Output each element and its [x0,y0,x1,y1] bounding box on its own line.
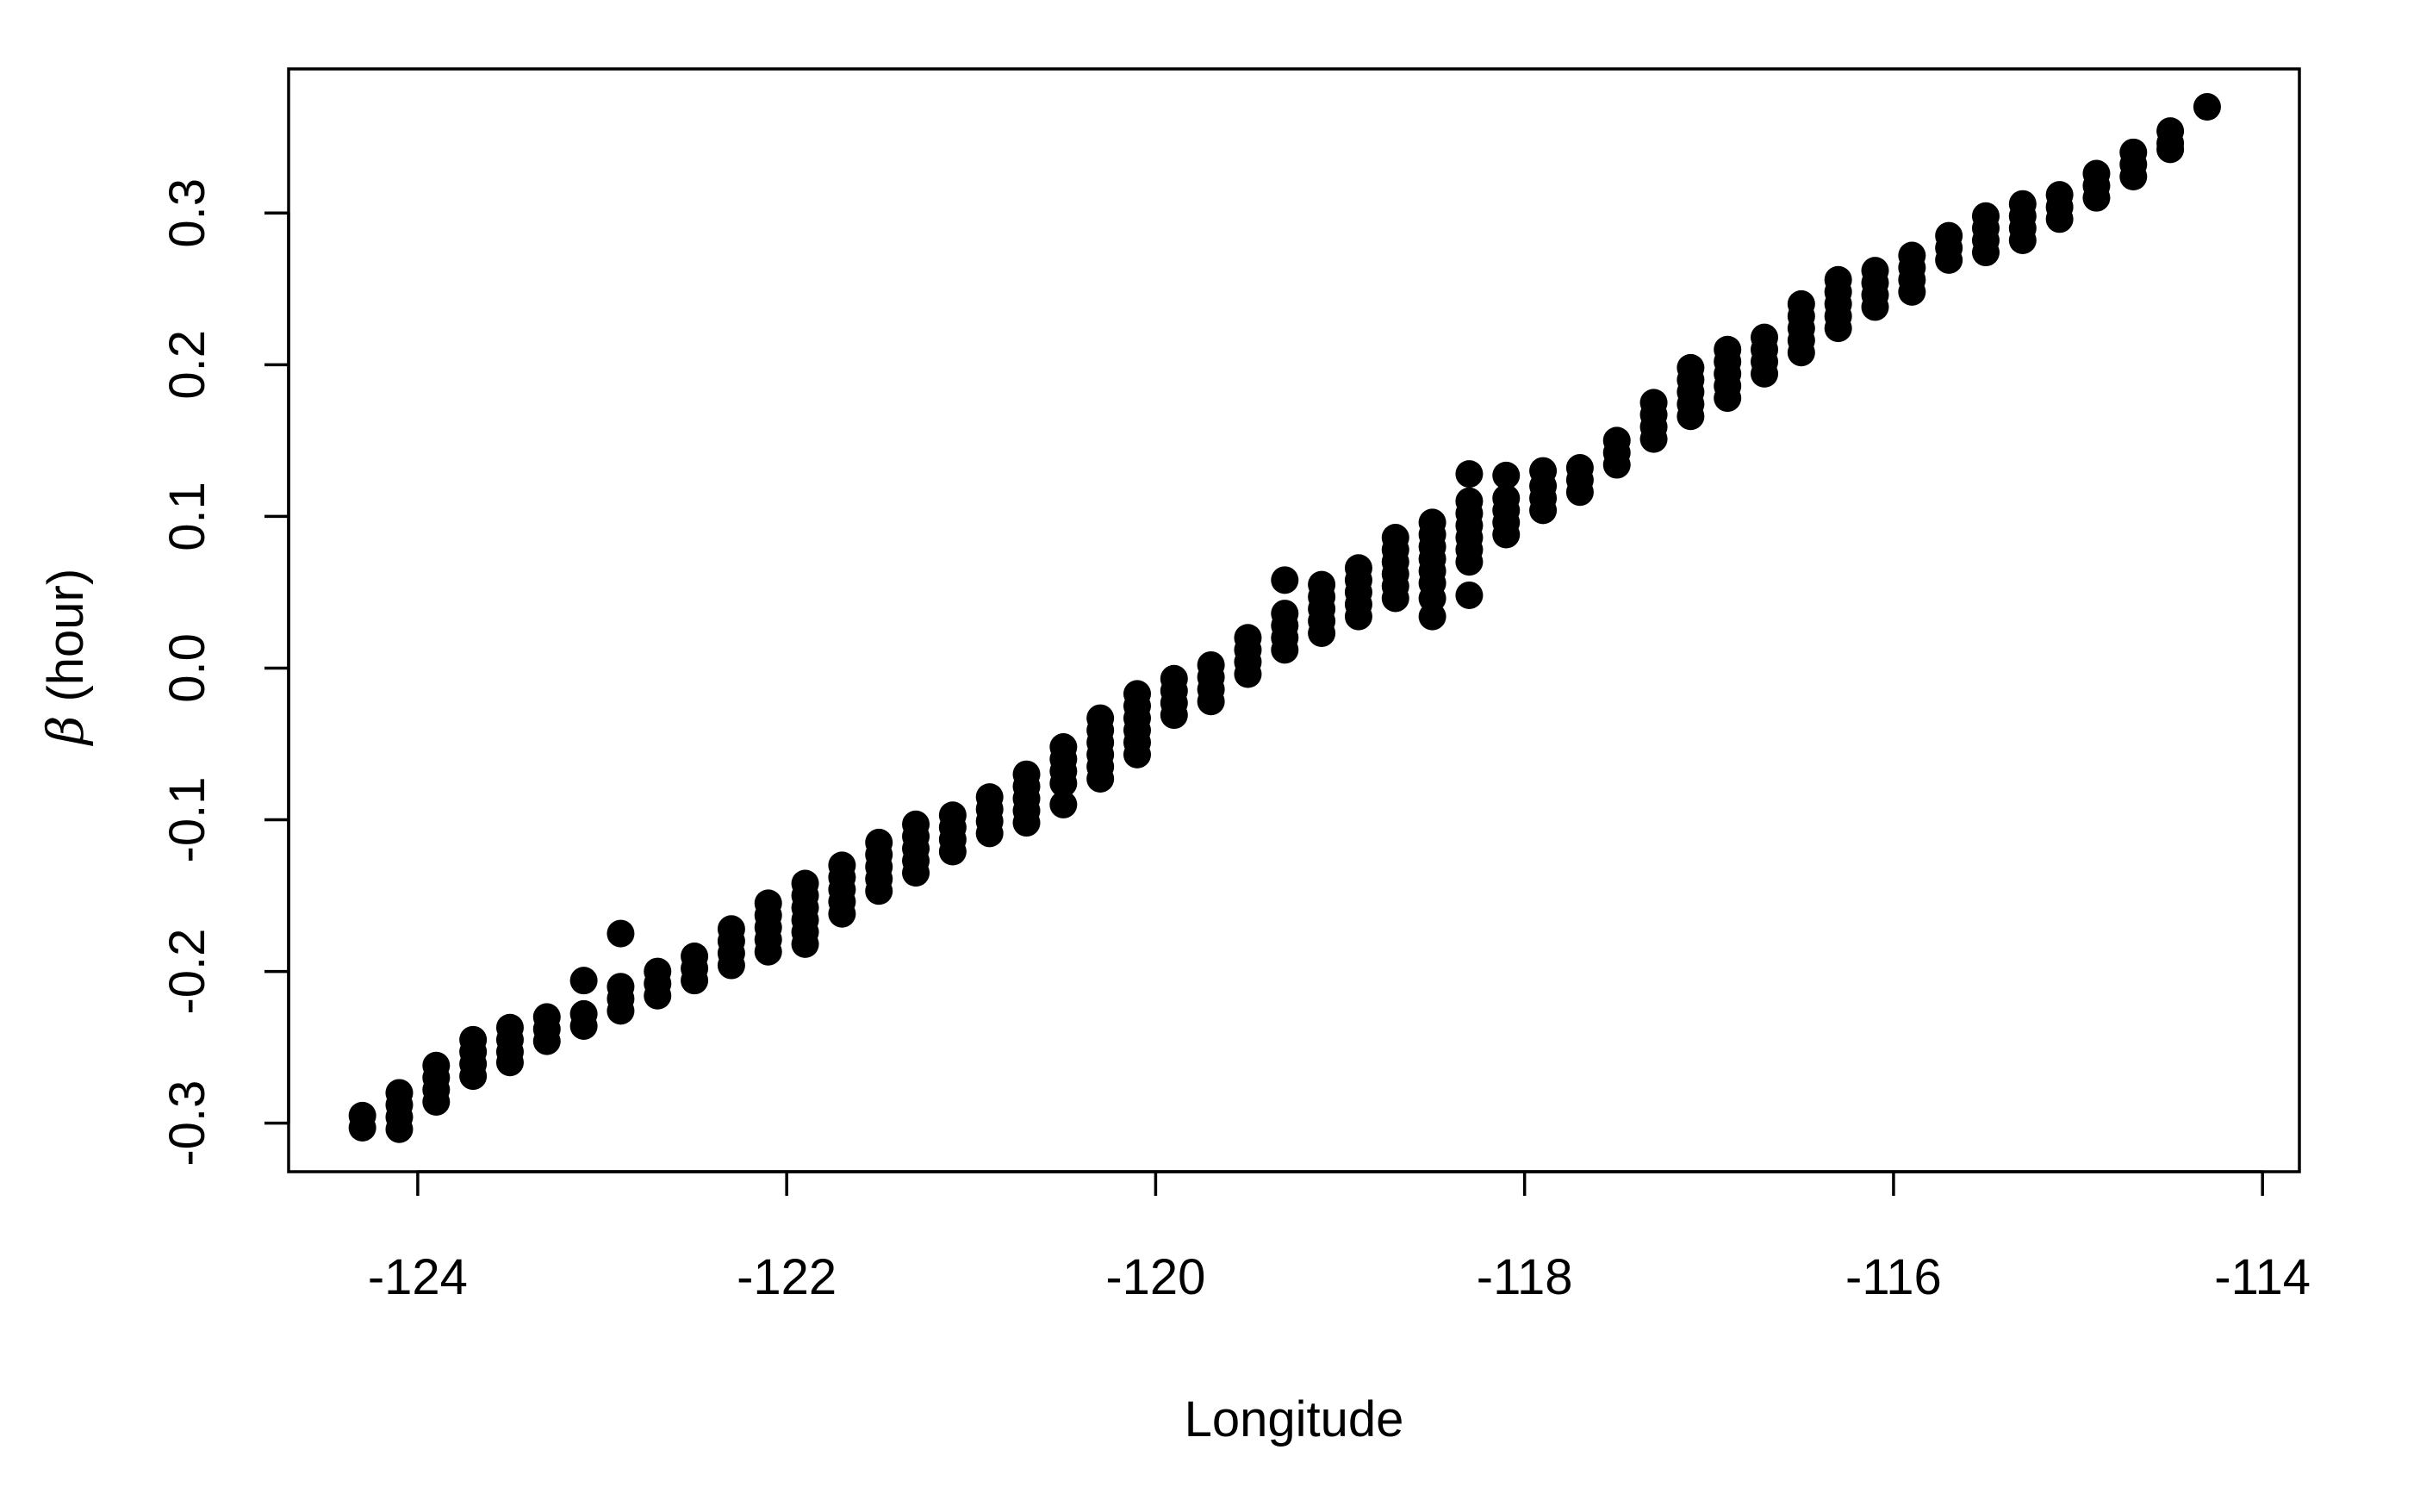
x-tick-label: -120 [1105,1249,1205,1305]
data-point [1455,581,1484,609]
x-tick-label: -124 [368,1249,468,1305]
data-point [1381,584,1409,613]
data-point [1824,314,1852,343]
data-point [1271,566,1299,594]
data-point [569,1011,598,1040]
data-point [1418,602,1446,631]
data-point [1971,239,2000,267]
data-point [791,930,819,958]
y-tick-label: 0.2 [159,330,215,400]
data-point [1455,548,1484,576]
data-point [681,967,709,995]
y-tick-label: -0.1 [159,777,215,863]
data-point [938,837,967,866]
data-point [532,1027,561,1055]
data-point [975,819,1004,848]
data-point [459,1062,488,1091]
data-point [1086,764,1115,793]
data-point [1455,460,1484,488]
data-point [1714,384,1742,413]
data-point [1898,277,1926,306]
data-point [1012,809,1041,837]
data-point [1049,769,1078,798]
data-point [644,981,672,1010]
data-point [2045,205,2074,233]
data-point [1344,602,1372,631]
data-point [1160,701,1188,730]
data-point [1529,496,1558,525]
data-point [2156,135,2185,164]
data-point [1677,402,1705,431]
y-tick-label: -0.3 [159,1080,215,1167]
data-point [1861,293,1889,321]
data-point [1492,520,1521,549]
y-tick-label: 0.3 [159,178,215,248]
x-tick-label: -114 [2214,1249,2311,1305]
data-points [348,93,2221,1143]
data-point [1492,461,1521,489]
data-point [1197,688,1225,716]
data-point [607,997,635,1025]
data-point [2193,93,2221,121]
x-tick-label: -122 [737,1249,837,1305]
y-axis-title-text: (hour) [38,569,94,716]
data-point [422,1088,451,1117]
x-tick-label: -118 [1477,1249,1573,1305]
y-tick-label: 0.1 [159,482,215,551]
data-point [1049,790,1078,818]
data-point [717,951,745,980]
x-axis: -124 -122 -120 -118 -116 -114 [368,1170,2311,1305]
data-point [348,1113,376,1142]
data-point [865,877,893,905]
data-point [828,899,856,928]
data-point [902,859,930,887]
y-axis: -0.3 -0.2 -0.1 0.0 0.1 0.2 0.3 [159,178,290,1167]
data-point [607,919,635,948]
data-point [754,937,782,966]
x-tick-label: -116 [1845,1249,1942,1305]
data-point [1787,339,1815,367]
data-point [1271,636,1299,664]
data-point [1602,451,1631,479]
data-point [1123,740,1151,768]
data-point [1308,619,1336,647]
data-point [1639,425,1668,453]
data-point [569,967,598,995]
data-point [2119,163,2148,191]
data-point [2008,226,2037,254]
y-axis-title: β (hour) [36,569,95,746]
data-point [385,1115,414,1143]
y-axis-title-symbol: β [36,716,95,747]
data-point [1751,359,1779,388]
data-point [495,1048,524,1077]
data-point [1565,478,1594,507]
x-axis-title: Longitude [1185,1391,1404,1447]
y-tick-label: -0.2 [159,929,215,1015]
y-tick-label: 0.0 [159,633,215,703]
data-point [2082,184,2111,212]
data-point [1935,246,1963,274]
data-point [1234,660,1262,688]
